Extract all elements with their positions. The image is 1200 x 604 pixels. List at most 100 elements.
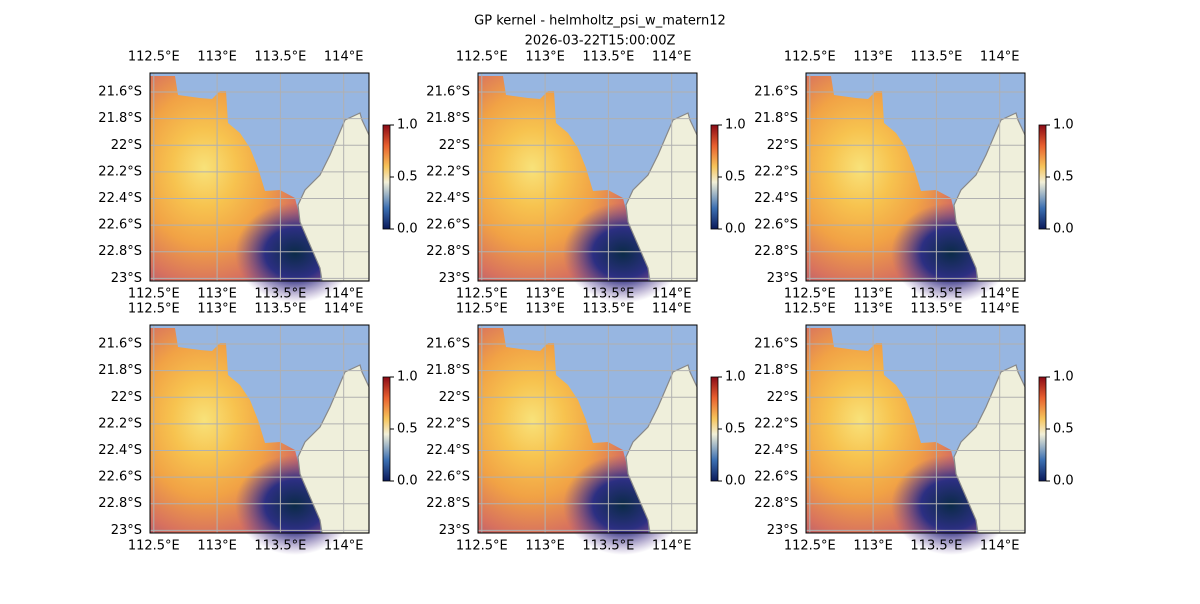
x-tick-label: 114°E (324, 539, 364, 554)
colorbar-fill (710, 124, 719, 230)
colorbar-tick-label: 1.0 (397, 370, 418, 385)
y-tick-label: 22.4°S (98, 443, 142, 458)
x-tick-label: 113.5°E (254, 302, 306, 317)
x-tick-label: 113.5°E (254, 287, 306, 302)
y-tick-label: 23°S (111, 523, 142, 538)
colorbar-fill (382, 376, 391, 482)
y-tick-label: 22.8°S (426, 244, 470, 259)
colorbar-tick-label: 0.0 (1053, 222, 1074, 237)
y-tick-label: 21.8°S (754, 363, 798, 378)
y-tick-label: 21.6°S (426, 337, 470, 352)
y-tick-label: 22.4°S (754, 191, 798, 206)
colorbar: 0.0 0.5 1.0 (1038, 118, 1074, 237)
y-tick-label: 21.8°S (426, 111, 470, 126)
y-tick-label: 22°S (439, 390, 470, 405)
x-tick-label: 114°E (652, 539, 692, 554)
x-tick-label: 112.5°E (784, 50, 836, 65)
x-tick-label: 114°E (324, 302, 364, 317)
x-tick-label: 113°E (853, 50, 893, 65)
x-tick-label: 113.5°E (910, 539, 962, 554)
y-tick-label: 21.8°S (98, 111, 142, 126)
title: GP kernel - helmholtz_psi_w_matern12 (474, 14, 726, 29)
x-tick-label: 114°E (324, 50, 364, 65)
y-tick-label: 22.4°S (754, 443, 798, 458)
x-tick-label: 113.5°E (910, 302, 962, 317)
y-tick-label: 22.2°S (98, 164, 142, 179)
colorbar-fill (1038, 124, 1047, 230)
y-tick-label: 22.4°S (426, 443, 470, 458)
colorbar-tick-label: 0.0 (725, 474, 746, 489)
colorbar-tick-label: 0.5 (725, 422, 746, 437)
x-tick-label: 114°E (980, 302, 1020, 317)
x-tick-label: 113.5°E (582, 539, 634, 554)
y-tick-label: 21.6°S (98, 337, 142, 352)
y-tick-label: 22.2°S (754, 164, 798, 179)
colorbar-tick-label: 0.5 (397, 422, 418, 437)
x-tick-label: 113°E (197, 287, 237, 302)
x-tick-label: 114°E (980, 539, 1020, 554)
y-tick-label: 22.6°S (426, 470, 470, 485)
x-tick-label: 113°E (853, 287, 893, 302)
y-tick-label: 21.6°S (426, 85, 470, 100)
y-tick-label: 22.2°S (754, 416, 798, 431)
x-tick-label: 113.5°E (582, 50, 634, 65)
x-tick-label: 112.5°E (456, 287, 508, 302)
x-tick-label: 113.5°E (254, 539, 306, 554)
colorbar-fill (382, 124, 391, 230)
subtitle: 2026-03-22T15:00:00Z (525, 34, 676, 49)
x-tick-label: 114°E (324, 287, 364, 302)
x-tick-label: 113°E (853, 539, 893, 554)
y-tick-label: 22°S (111, 390, 142, 405)
colorbar-tick-label: 1.0 (1053, 118, 1074, 133)
y-tick-label: 22°S (111, 138, 142, 153)
x-tick-label: 114°E (652, 50, 692, 65)
x-tick-label: 113.5°E (910, 287, 962, 302)
x-tick-label: 113°E (197, 50, 237, 65)
map-frame (805, 72, 1026, 282)
map-panel: 112.5°E 112.5°E 113°E 113°E 113.5°E 113.5°E 11… (98, 302, 418, 555)
x-tick-label: 113°E (525, 50, 565, 65)
x-tick-label: 112.5°E (128, 539, 180, 554)
x-tick-label: 114°E (980, 50, 1020, 65)
y-tick-label: 22.2°S (98, 416, 142, 431)
y-tick-label: 22.8°S (98, 244, 142, 259)
y-tick-label: 22.6°S (426, 218, 470, 233)
y-tick-label: 21.8°S (426, 363, 470, 378)
colorbar-tick-label: 0.0 (1053, 474, 1074, 489)
y-tick-label: 21.6°S (754, 337, 798, 352)
y-tick-label: 21.8°S (754, 111, 798, 126)
y-tick-label: 23°S (439, 271, 470, 286)
colorbar-tick-label: 1.0 (725, 118, 746, 133)
x-tick-label: 114°E (652, 302, 692, 317)
y-tick-label: 22.4°S (426, 191, 470, 206)
y-tick-label: 22.6°S (98, 218, 142, 233)
x-tick-label: 113°E (525, 539, 565, 554)
y-tick-label: 22.6°S (754, 470, 798, 485)
y-tick-label: 23°S (767, 271, 798, 286)
map-frame (477, 72, 698, 282)
y-tick-label: 22°S (439, 138, 470, 153)
y-tick-label: 22°S (767, 390, 798, 405)
x-tick-label: 113°E (197, 302, 237, 317)
colorbar: 0.0 0.5 1.0 (382, 370, 418, 489)
map-panel: 112.5°E 112.5°E 113°E 113°E 113.5°E 113.5°E 11… (98, 50, 418, 303)
y-tick-label: 22.6°S (98, 470, 142, 485)
map-frame (805, 324, 1026, 534)
colorbar-tick-label: 0.0 (397, 222, 418, 237)
map-panel: 112.5°E 112.5°E 113°E 113°E 113.5°E 113.5°E 11… (426, 302, 746, 555)
y-tick-label: 21.6°S (98, 85, 142, 100)
colorbar-tick-label: 1.0 (1053, 370, 1074, 385)
colorbar-tick-label: 0.5 (725, 170, 746, 185)
y-tick-label: 23°S (767, 523, 798, 538)
colorbar-tick-label: 0.0 (397, 474, 418, 489)
y-tick-label: 22.4°S (98, 191, 142, 206)
x-tick-label: 113.5°E (582, 287, 634, 302)
colorbar-fill (710, 376, 719, 482)
x-tick-label: 112.5°E (456, 302, 508, 317)
map-frame (149, 324, 370, 534)
map-frame (149, 72, 370, 282)
y-tick-label: 22.2°S (426, 164, 470, 179)
y-tick-label: 23°S (439, 523, 470, 538)
x-tick-label: 113.5°E (254, 50, 306, 65)
